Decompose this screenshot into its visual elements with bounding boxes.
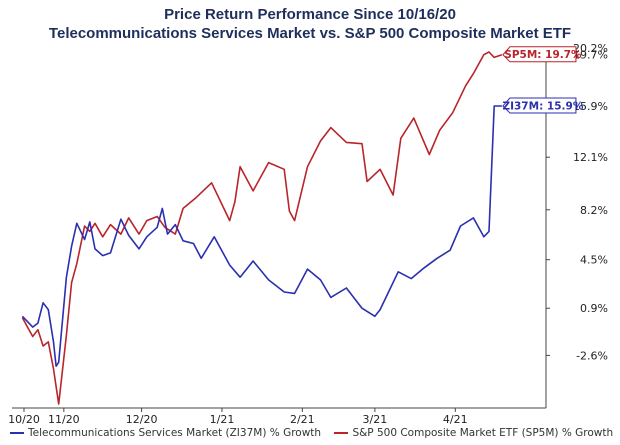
y-tick-label: 19.7%	[573, 49, 608, 62]
y-tick-label: 4.5%	[580, 254, 608, 267]
y-tick-label: 12.1%	[573, 151, 608, 164]
legend-label-zi37m: Telecommunications Services Market (ZI37…	[28, 427, 322, 439]
legend-swatch-zi37m	[10, 432, 24, 434]
end-label-box-zi37m	[502, 97, 577, 114]
chart-subtitle: Telecommunications Services Market vs. S…	[48, 25, 572, 42]
chart-legend: Telecommunications Services Market (ZI37…	[10, 427, 620, 439]
legend-item-zi37m: Telecommunications Services Market (ZI37…	[10, 427, 321, 439]
y-tick-label: 20.2%	[573, 42, 608, 55]
x-tick-label: 2/21	[290, 413, 315, 426]
x-tick-label: 1/21	[210, 413, 235, 426]
legend-item-sp5m: S&P 500 Composite Market ETF (SP5M) % Gr…	[334, 427, 613, 439]
end-label-sp5m: SP5M: 19.7%	[504, 49, 582, 61]
end-label-zi37m: ZI37M: 15.9%	[502, 100, 583, 112]
x-tick-label: 11/20	[48, 413, 80, 426]
x-tick-label: 12/20	[126, 413, 158, 426]
legend-label-sp5m: S&P 500 Composite Market ETF (SP5M) % Gr…	[352, 427, 614, 439]
end-label-box-sp5m	[502, 46, 577, 63]
legend-swatch-sp5m	[334, 432, 349, 434]
series-line-sp5m	[21, 51, 503, 405]
x-tick-label: 3/21	[363, 413, 388, 426]
series-line-zi37m	[21, 105, 502, 368]
chart-title: Price Return Performance Since 10/16/20	[164, 6, 456, 23]
y-tick-label: 8.2%	[580, 204, 608, 217]
y-tick-label: -2.6%	[576, 349, 608, 362]
x-tick-label: 10/20	[8, 413, 40, 426]
x-tick-label: 4/21	[443, 413, 468, 426]
y-tick-label: 0.9%	[580, 302, 608, 315]
y-tick-label: 15.9%	[573, 100, 608, 113]
